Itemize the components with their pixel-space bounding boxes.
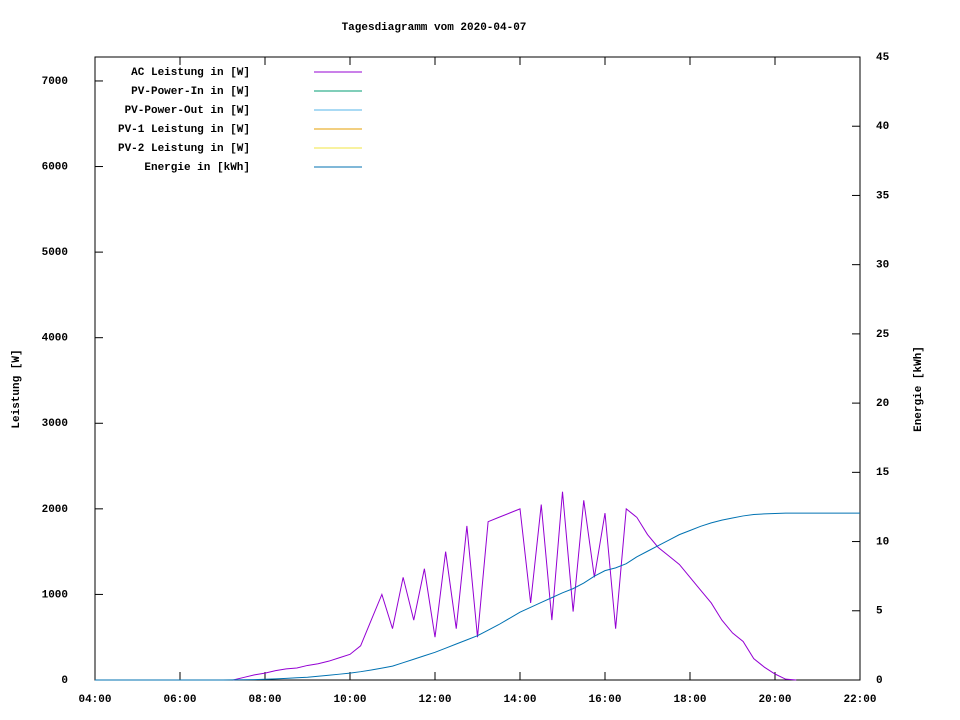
y2-tick-label: 35 [876, 190, 890, 202]
y-tick-label: 7000 [42, 76, 68, 88]
x-tick-label: 18:00 [673, 694, 706, 706]
x-tick-label: 12:00 [418, 694, 451, 706]
y-tick-label: 0 [61, 675, 68, 687]
y-tick-label: 4000 [42, 333, 68, 345]
series-line [95, 512, 860, 681]
y-tick-label: 5000 [42, 247, 68, 259]
x-tick-label: 10:00 [333, 694, 366, 706]
plot-frame [94, 56, 861, 681]
y2-tick-label: 0 [876, 675, 883, 687]
y2-tick-label: 5 [876, 606, 883, 618]
y2-tick-label: 40 [876, 121, 889, 133]
y2-tick-label: 15 [876, 467, 890, 479]
y-tick-label: 3000 [42, 418, 68, 430]
x-tick-label: 22:00 [843, 694, 876, 706]
legend-label: AC Leistung in [W] [131, 67, 250, 79]
x-tick-label: 06:00 [163, 694, 196, 706]
x-tick-label: 16:00 [588, 694, 621, 706]
series-line [233, 491, 797, 681]
legend-label: PV-Power-Out in [W] [125, 105, 250, 117]
x-tick-label: 04:00 [78, 694, 111, 706]
y-axis-label: Leistung [W] [11, 349, 23, 428]
x-tick-label: 08:00 [248, 694, 281, 706]
x-tick-label: 14:00 [503, 694, 536, 706]
y2-tick-label: 10 [876, 536, 889, 548]
y2-tick-label: 25 [876, 329, 890, 341]
chart-title: Tagesdiagramm vom 2020-04-07 [342, 22, 527, 34]
x-tick-label: 20:00 [758, 694, 791, 706]
y-tick-label: 1000 [42, 589, 68, 601]
y-tick-label: 6000 [42, 161, 68, 173]
legend-label: PV-1 Leistung in [W] [118, 124, 250, 136]
y2-axis-label: Energie [kWh] [913, 346, 925, 432]
legend-label: Energie in [kWh] [144, 162, 250, 174]
y-tick-label: 2000 [42, 504, 68, 516]
y2-tick-label: 20 [876, 398, 889, 410]
y2-tick-label: 45 [876, 52, 890, 64]
legend-label: PV-2 Leistung in [W] [118, 143, 250, 155]
y2-tick-label: 30 [876, 260, 889, 272]
legend-label: PV-Power-In in [W] [131, 86, 250, 98]
